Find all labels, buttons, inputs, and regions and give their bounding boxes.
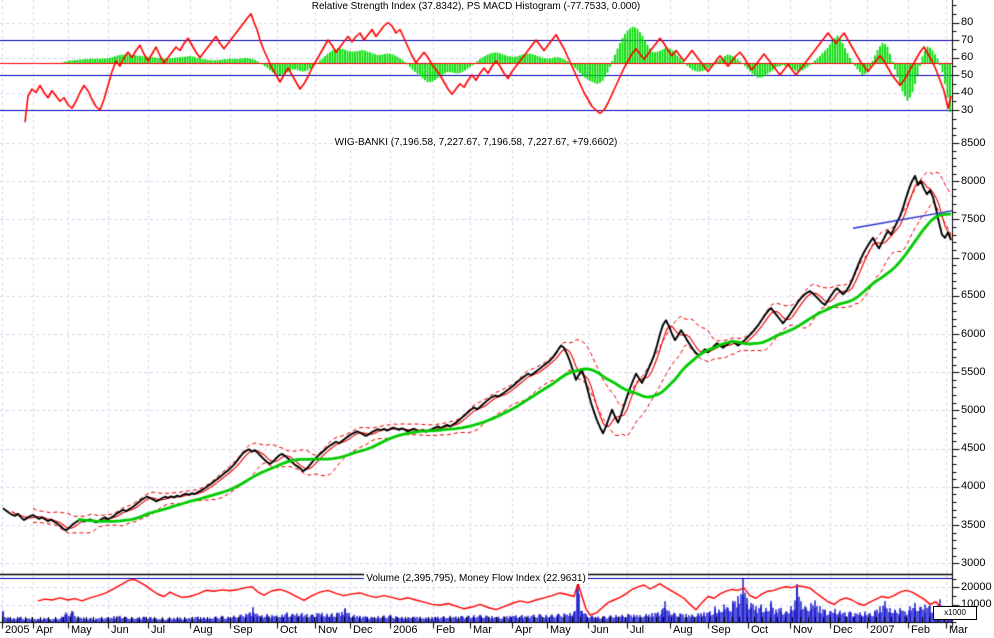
y-axis-label: 7500 [961, 212, 986, 225]
y-axis-label: 4000 [961, 480, 986, 493]
y-axis-label: 5500 [961, 365, 986, 378]
y-axis-label: 6000 [961, 327, 986, 340]
x-axis-label: Jul [630, 624, 645, 636]
x-axis-label: Nov [318, 624, 338, 636]
x-axis-label: Dec [353, 624, 373, 636]
x-axis-label: Aug [193, 624, 213, 636]
y-axis-label: 40 [961, 86, 974, 98]
x-axis-label: 2007 [870, 624, 895, 636]
x-axis-label: Sep [233, 624, 253, 636]
y-axis-label: 20000 [961, 580, 992, 593]
x-axis-label: Aug [673, 624, 693, 636]
y-axis-label: 60 [961, 51, 974, 63]
x-axis-label: Feb [436, 624, 455, 636]
x-axis-label: 2005 [5, 624, 30, 636]
y-axis-label: 5000 [961, 403, 986, 416]
x-axis-label: Oct [751, 624, 769, 636]
y-axis-label: 3000 [961, 556, 986, 569]
y-axis-label: 6500 [961, 289, 986, 302]
x-axis-label: 2006 [393, 624, 418, 636]
x-axis-label: Apr [36, 624, 54, 636]
x-axis-label: Jun [591, 624, 609, 636]
x-axis-label: Mar [473, 624, 492, 636]
y-axis-label: 50 [961, 68, 974, 81]
volume-scale-unit-box: x1000 [933, 606, 977, 620]
x-axis-label: Jul [151, 624, 166, 636]
x-axis-label: Sep [711, 624, 731, 636]
x-axis-label: Nov [793, 624, 813, 636]
y-axis-label: 8000 [961, 174, 986, 187]
y-axis-label: 30 [961, 103, 974, 116]
x-axis-label: Dec [833, 624, 853, 636]
x-axis-label: May [550, 624, 571, 636]
y-axis-label: 7000 [961, 251, 986, 264]
y-axis-label: 80 [961, 16, 974, 28]
y-axis-label: 8500 [961, 136, 986, 149]
y-axis-label: 4500 [961, 442, 986, 455]
y-axis-label: 3500 [961, 518, 986, 531]
x-axis-label: Oct [280, 624, 298, 636]
x-axis-label: Apr [515, 624, 533, 636]
y-axis-label: 70 [961, 33, 974, 46]
x-axis-label: Jun [111, 624, 129, 636]
x-axis-label: Mar [949, 624, 968, 636]
x-axis-label: Feb [911, 624, 930, 636]
x-axis-label: May [71, 624, 92, 636]
